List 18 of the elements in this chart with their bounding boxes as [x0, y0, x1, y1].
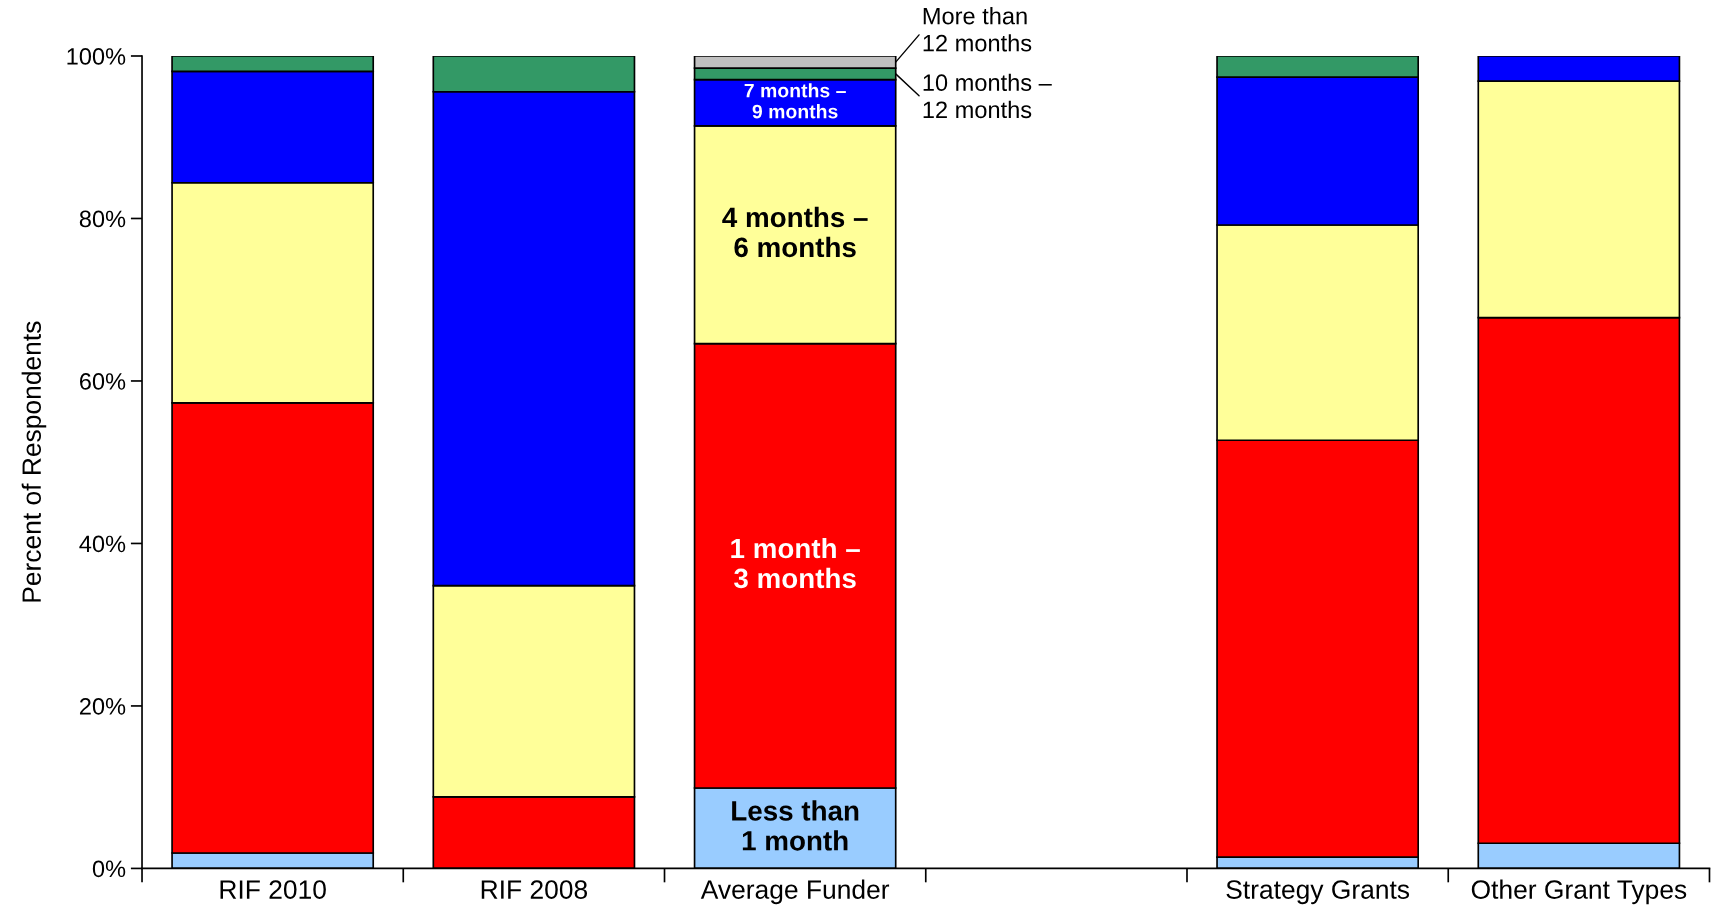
y-axis-title: Percent of Respondents — [21, 321, 47, 602]
legend-label: 10 months – 12 months — [923, 73, 1052, 119]
x-tick-label: RIF 2010 — [220, 880, 326, 899]
y-tick-label: 0% — [92, 860, 126, 878]
series-label: 4 months – 6 months — [722, 206, 868, 258]
x-tick-label: Strategy Grants — [1226, 880, 1410, 905]
x-tick-label: Other Grant Types — [1471, 879, 1687, 905]
y-tick-label: 20% — [79, 698, 126, 715]
series-label: 7 months – 9 months — [744, 83, 846, 119]
y-tick-label: 100% — [67, 48, 126, 65]
y-tick-label: 40% — [79, 535, 126, 553]
x-tick-label: Average Funder — [700, 879, 890, 905]
y-tick-label: 60% — [80, 373, 126, 390]
x-tick-label: RIF 2008 — [481, 880, 588, 899]
series-label: More than 12 months — [923, 7, 1032, 52]
series-label: 1 month – 3 months — [731, 537, 860, 589]
y-tick-label: 80% — [79, 210, 126, 228]
series-label: Less than 1 month — [732, 800, 859, 851]
